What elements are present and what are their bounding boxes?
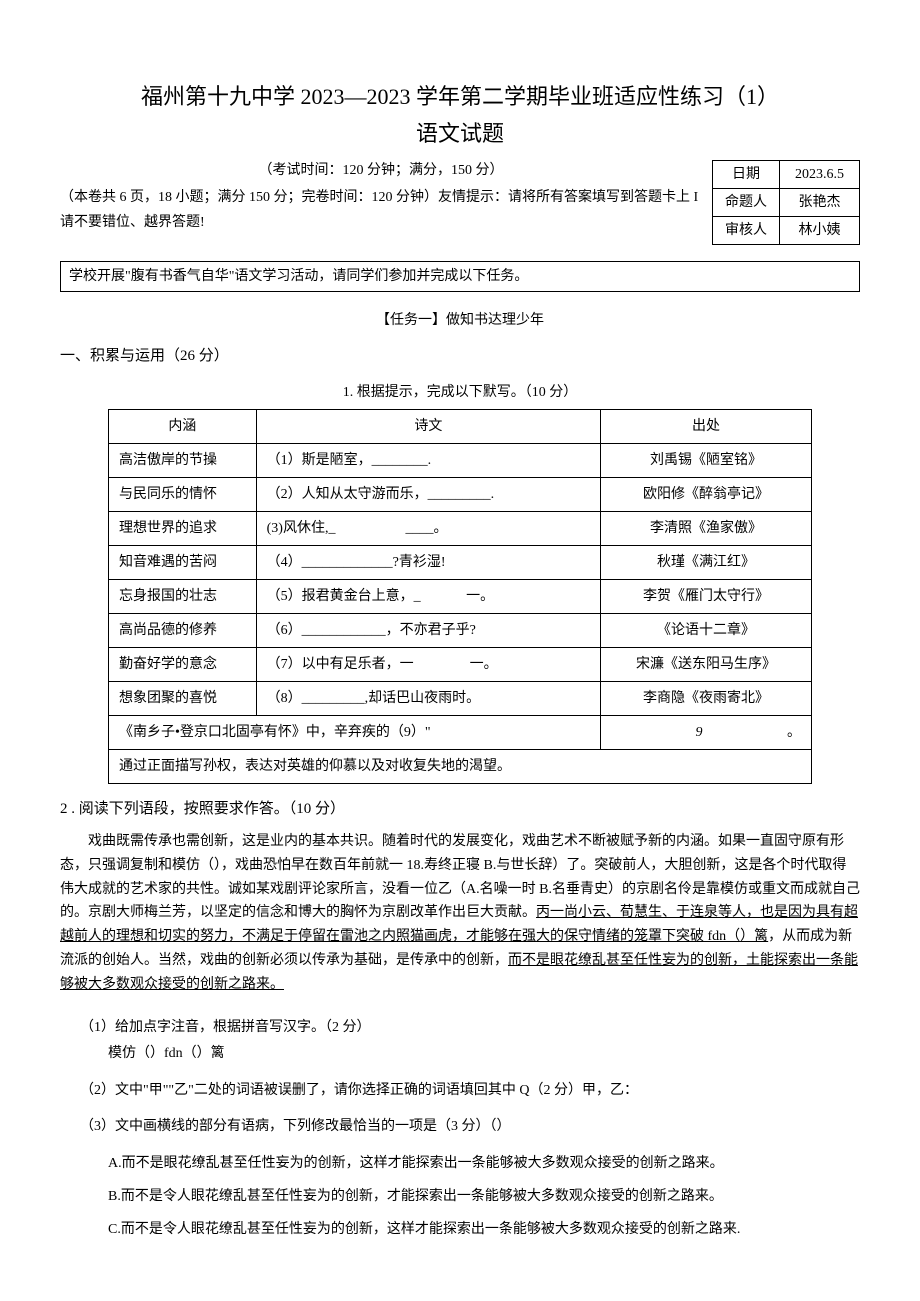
cell-poem: （6）____________，不亦君子乎? — [256, 613, 600, 647]
table-row: 日期 2023.6.5 — [713, 161, 860, 189]
cell-source: 李贺《雁门太守行》 — [601, 579, 812, 613]
exam-info: （考试时间：120 分钟；满分，150 分） — [60, 160, 702, 181]
cell-poem: （2）人知从太守游而乐，_________. — [256, 477, 600, 511]
cell-poem: （1）斯是陋室，________. — [256, 443, 600, 477]
task-title: 【任务一】做知书达理少年 — [60, 310, 860, 331]
table-row: 高尚品德的修养 （6）____________，不亦君子乎? 《论语十二章》 — [109, 613, 812, 647]
sub-q1-text: 模仿（）fdn（）篱 — [108, 1041, 860, 1068]
period: 。 — [787, 722, 801, 743]
cell-poem: （7）以中有足乐者，一 一。 — [256, 647, 600, 681]
table-row-span: 《南乡子•登京口北固亭有怀》中，辛弃疾的（9）" 9。 — [109, 715, 812, 749]
cell-meaning: 理想世界的追求 — [109, 511, 257, 545]
cell-meaning: 高尚品德的修养 — [109, 613, 257, 647]
option-a: A.而不是眼花缭乱甚至任性妄为的创新，这样才能探索出一条能够被大多数观众接受的创… — [108, 1153, 860, 1174]
sub-title: 语文试题 — [60, 117, 860, 150]
sub-q1-label: （1）给加点字注音，根据拼音写汉字。（2 分） — [80, 1015, 860, 1042]
cell-source: 《论语十二章》 — [601, 613, 812, 647]
table-row: 忘身报国的壮志 （5）报君黄金台上意，_ 一。 李贺《雁门太守行》 — [109, 579, 812, 613]
poetry-table: 内涵 诗文 出处 高洁傲岸的节操 （1）斯是陋室，________. 刘禹锡《陋… — [108, 409, 812, 784]
passage: 戏曲既需传承也需创新，这是业内的基本共识。随着时代的发展变化，戏曲艺术不断被赋予… — [60, 830, 860, 997]
table-row: 理想世界的追求 (3)风休住,_ ____。 李清照《渔家傲》 — [109, 511, 812, 545]
paper-info: （本卷共 6 页，18 小题；满分 150 分；完卷时间：120 分钟）友情提示… — [60, 185, 702, 235]
poetry-caption: 1. 根据提示，完成以下默写。（10 分） — [60, 382, 860, 403]
table-row: 勤奋好学的意念 （7）以中有足乐者，一 一。 宋濂《送东阳马生序》 — [109, 647, 812, 681]
cell-poem: (3)风休住,_ ____。 — [256, 511, 600, 545]
col-header-poem: 诗文 — [256, 409, 600, 443]
table-row: 高洁傲岸的节操 （1）斯是陋室，________. 刘禹锡《陋室铭》 — [109, 443, 812, 477]
col-header-meaning: 内涵 — [109, 409, 257, 443]
info-value: 张艳杰 — [780, 189, 860, 217]
info-value: 2023.6.5 — [780, 161, 860, 189]
table-row: 与民同乐的情怀 （2）人知从太守游而乐，_________. 欧阳修《醉翁亭记》 — [109, 477, 812, 511]
section-title: 一、积累与运用（26 分） — [60, 345, 860, 368]
table-row: 审核人 林小姨 — [713, 217, 860, 245]
question-2-title: 2 . 阅读下列语段，按照要求作答。（10 分） — [60, 798, 860, 821]
cell-source: 李清照《渔家傲》 — [601, 511, 812, 545]
main-title: 福州第十九中学 2023—2023 学年第二学期毕业班适应性练习（1） — [60, 80, 860, 113]
sub-question-1: （1）给加点字注音，根据拼音写汉字。（2 分） 模仿（）fdn（）篱 — [80, 1015, 860, 1068]
italic-nine: 9 — [696, 725, 703, 740]
table-row: 命题人 张艳杰 — [713, 189, 860, 217]
cell-meaning: 与民同乐的情怀 — [109, 477, 257, 511]
cell-source: 刘禹锡《陋室铭》 — [601, 443, 812, 477]
sub-question-2: （2）文中"甲""乙"二处的词语被误删了，请你选择正确的词语填回其中 Q（2 分… — [80, 1078, 860, 1105]
cell-source: 李商隐《夜雨寄北》 — [601, 681, 812, 715]
cell-span-left: 《南乡子•登京口北固亭有怀》中，辛弃疾的（9）" — [109, 715, 601, 749]
cell-meaning: 忘身报国的壮志 — [109, 579, 257, 613]
cell-source: 秋瑾《满江红》 — [601, 545, 812, 579]
table-row-last: 通过正面描写孙权，表达对英雄的仰慕以及对收复失地的渴望。 — [109, 749, 812, 783]
cell-poem: （4）_____________?青衫湿! — [256, 545, 600, 579]
cell-span-right: 9。 — [601, 715, 812, 749]
option-b: B.而不是令人眼花缭乱甚至任性妄为的创新，才能探索出一条能够被大多数观众接受的创… — [108, 1186, 860, 1207]
cell-source: 欧阳修《醉翁亭记》 — [601, 477, 812, 511]
table-row: 知音难遇的苦闷 （4）_____________?青衫湿! 秋瑾《满江红》 — [109, 545, 812, 579]
activity-box: 学校开展"腹有书香气自华"语文学习活动，请同学们参加并完成以下任务。 — [60, 261, 860, 292]
info-label: 审核人 — [713, 217, 780, 245]
info-label: 日期 — [713, 161, 780, 189]
cell-meaning: 想象团聚的喜悦 — [109, 681, 257, 715]
cell-meaning: 勤奋好学的意念 — [109, 647, 257, 681]
info-value: 林小姨 — [780, 217, 860, 245]
col-header-source: 出处 — [601, 409, 812, 443]
cell-last: 通过正面描写孙权，表达对英雄的仰慕以及对收复失地的渴望。 — [109, 749, 812, 783]
table-row: 想象团聚的喜悦 （8）_________,却话巴山夜雨时。 李商隐《夜雨寄北》 — [109, 681, 812, 715]
option-c: C.而不是令人眼花缭乱甚至任性妄为的创新，这样才能探索出一条能够被大多数观众接受… — [108, 1219, 860, 1240]
cell-meaning: 高洁傲岸的节操 — [109, 443, 257, 477]
cell-source: 宋濂《送东阳马生序》 — [601, 647, 812, 681]
cell-meaning: 知音难遇的苦闷 — [109, 545, 257, 579]
sub-question-3: （3）文中画横线的部分有语病，下列修改最恰当的一项是（3 分）（） — [80, 1114, 860, 1141]
cell-poem: （5）报君黄金台上意，_ 一。 — [256, 579, 600, 613]
header-text-block: （考试时间：120 分钟；满分，150 分） （本卷共 6 页，18 小题；满分… — [60, 160, 702, 235]
info-table: 日期 2023.6.5 命题人 张艳杰 审核人 林小姨 — [712, 160, 860, 245]
info-label: 命题人 — [713, 189, 780, 217]
header-row: （考试时间：120 分钟；满分，150 分） （本卷共 6 页，18 小题；满分… — [60, 160, 860, 245]
cell-poem: （8）_________,却话巴山夜雨时。 — [256, 681, 600, 715]
table-header-row: 内涵 诗文 出处 — [109, 409, 812, 443]
